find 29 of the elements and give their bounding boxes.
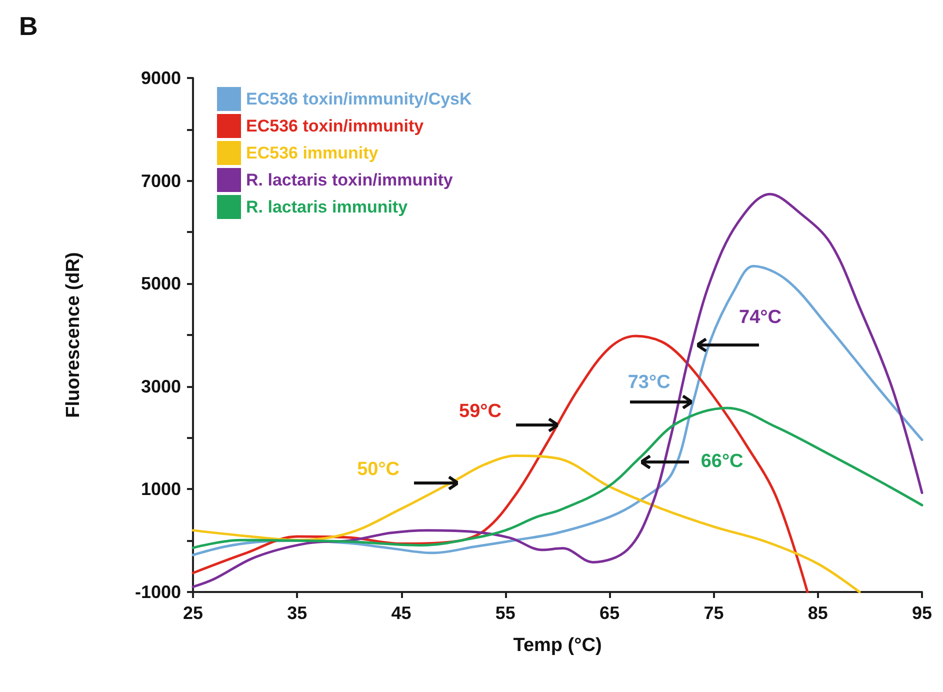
legend-label: EC536 toxin/immunity/CysK bbox=[246, 90, 473, 108]
annotation: 66°C bbox=[700, 450, 744, 473]
x-tick-label: 75 bbox=[704, 603, 724, 623]
line-series bbox=[192, 454, 861, 594]
annotation: 73°C bbox=[628, 372, 670, 394]
annotation: 50°C bbox=[357, 459, 400, 482]
x-tick-label: 45 bbox=[391, 603, 412, 623]
annotation: 74°C bbox=[739, 307, 782, 330]
chart-title: B bbox=[19, 11, 38, 41]
line-series bbox=[192, 192, 924, 588]
y-tick-label: 1000 bbox=[140, 479, 181, 500]
y-tick-label: -1000 bbox=[134, 582, 181, 602]
y-axis-title: Fluorescence (dR) bbox=[63, 252, 84, 418]
y-tick-label: 3000 bbox=[140, 376, 181, 396]
x-tick-label: 25 bbox=[182, 603, 204, 623]
legend-label: R. lactaris immunity bbox=[246, 198, 408, 216]
x-tick-label: 65 bbox=[600, 603, 620, 623]
annotation: 59°C bbox=[459, 400, 502, 423]
x-tick-label: 85 bbox=[808, 603, 828, 623]
legend-label: EC536 toxin/immunity bbox=[246, 116, 424, 136]
legend-label: EC536 immunity bbox=[246, 144, 379, 162]
x-axis-title: Temp (°C) bbox=[513, 635, 602, 656]
x-tick-label: 35 bbox=[287, 603, 308, 623]
x-tick-label: 55 bbox=[495, 603, 516, 623]
y-tick-label: 7000 bbox=[140, 170, 181, 191]
legend-label: R. lactaris toxin/immunity bbox=[246, 170, 454, 190]
y-tick-label: 9000 bbox=[140, 68, 181, 88]
x-tick-label: 95 bbox=[912, 603, 932, 623]
y-tick-label: 5000 bbox=[140, 274, 181, 294]
